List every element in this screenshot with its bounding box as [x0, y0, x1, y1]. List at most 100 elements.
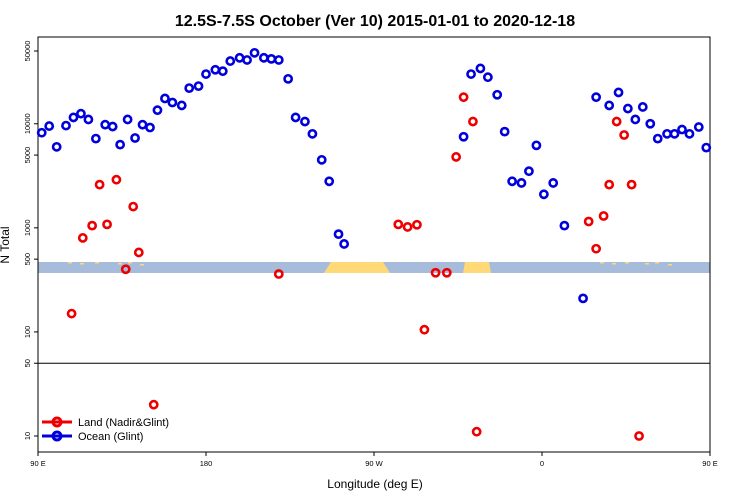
x-tick-label: 180	[200, 459, 213, 468]
glint-speck	[645, 263, 649, 265]
legend-ocean-marker	[51, 430, 63, 442]
ocean-data-point	[122, 114, 133, 125]
glint-speck	[80, 263, 84, 265]
ocean-data-point	[242, 55, 252, 65]
land-band-layer	[38, 262, 710, 273]
land-data-point	[148, 399, 159, 410]
land-data-point	[591, 243, 602, 254]
ocean-data-point	[516, 178, 527, 188]
ocean-data-point	[217, 66, 228, 77]
glint-speck	[68, 262, 72, 264]
ocean-data-point	[201, 69, 211, 79]
x-tick-label: 90 E	[702, 459, 717, 468]
ocean-data-point	[492, 89, 503, 100]
ocean-data-point	[36, 127, 47, 138]
legend-land-marker	[51, 416, 63, 428]
glint-region	[324, 262, 390, 273]
y-tick-label: 1000	[23, 219, 32, 236]
ocean-data-point	[333, 229, 344, 240]
y-tick-label: 50000	[23, 41, 32, 62]
ocean-data-point	[300, 116, 310, 127]
land-data-point	[583, 216, 594, 227]
glint-speck	[128, 262, 132, 264]
land-data-point	[66, 308, 77, 319]
y-tick-label: 100	[23, 326, 32, 339]
ocean-data-point	[548, 178, 559, 188]
land-data-point	[94, 179, 105, 190]
land-data-point	[468, 116, 478, 127]
land-data-point	[626, 179, 637, 190]
x-axis-label: Longitude (deg E)	[327, 477, 422, 491]
ocean-data-point	[273, 55, 284, 65]
ocean-data-point	[100, 119, 111, 130]
glint-speck	[668, 264, 672, 266]
ocean-data-point	[225, 56, 236, 66]
ocean-data-point	[458, 131, 469, 142]
ocean-data-point	[290, 112, 301, 123]
ocean-data-point	[234, 52, 245, 63]
ocean-data-point	[339, 239, 350, 249]
land-data-point	[102, 219, 112, 230]
ocean-data-point	[210, 64, 221, 75]
y-tick-label: 5000	[23, 147, 32, 164]
ocean-data-point	[76, 108, 86, 119]
land-data-point	[393, 219, 404, 230]
glint-speck	[612, 263, 616, 265]
ocean-data-point	[90, 133, 101, 144]
y-tick-label: 10	[23, 432, 32, 440]
ocean-data-point	[630, 114, 641, 125]
ocean-data-point	[51, 141, 62, 152]
ocean-data-point	[645, 118, 656, 129]
ocean-data-point	[466, 69, 476, 79]
ocean-data-point	[316, 154, 327, 165]
ocean-data-point	[604, 100, 615, 111]
ocean-data-point	[559, 220, 570, 231]
glint-speck	[140, 264, 144, 266]
ocean-data-point	[68, 112, 79, 123]
ocean-data-point	[499, 126, 510, 137]
glint-speck	[95, 262, 99, 264]
ocean-data-point	[701, 142, 712, 153]
ocean-data-point	[61, 120, 71, 131]
ocean-data-point	[591, 92, 602, 103]
ocean-data-point	[83, 114, 94, 125]
ocean-data-point	[538, 189, 549, 200]
ocean-data-point	[258, 52, 269, 63]
land-data-point	[402, 222, 413, 232]
ocean-data-point	[44, 121, 55, 131]
ocean-data-point	[115, 139, 126, 150]
ocean-data-point	[475, 63, 486, 74]
land-data-point	[458, 92, 469, 103]
y-tick-label: 10000	[23, 113, 32, 134]
ocean-data-point	[507, 176, 518, 187]
ocean-data-point	[145, 122, 155, 133]
land-data-point	[634, 431, 644, 441]
ocean-data-point	[531, 140, 542, 151]
land-data-point	[128, 201, 139, 212]
land-data-point	[133, 247, 144, 258]
ocean-data-point	[693, 122, 704, 132]
x-tick-label: 90 W	[365, 459, 383, 468]
ocean-data-point	[283, 73, 294, 84]
plot-frame	[37, 36, 711, 453]
y-tick-label: 500	[23, 253, 32, 266]
land-data-point	[120, 264, 131, 275]
land-data-point	[441, 267, 452, 278]
land-data-point	[273, 269, 284, 279]
glint-speck	[625, 262, 629, 264]
ocean-data-point	[652, 133, 663, 144]
legend-ocean-label: Ocean (Glint)	[78, 431, 143, 443]
land-data-point	[611, 116, 622, 127]
legend: Land (Nadir&Glint) Ocean (Glint)	[42, 416, 169, 443]
glint-region	[463, 262, 491, 273]
y-axis-label: N Total	[0, 226, 12, 263]
ocean-data-point	[524, 166, 534, 177]
ocean-data-point	[662, 128, 672, 139]
ocean-data-point	[160, 93, 170, 104]
x-tick-label: 0	[540, 459, 544, 468]
ocean-data-point	[482, 72, 493, 83]
ocean-data-point	[578, 293, 588, 304]
ocean-data-point	[137, 119, 148, 130]
ocean-data-point	[249, 47, 260, 58]
